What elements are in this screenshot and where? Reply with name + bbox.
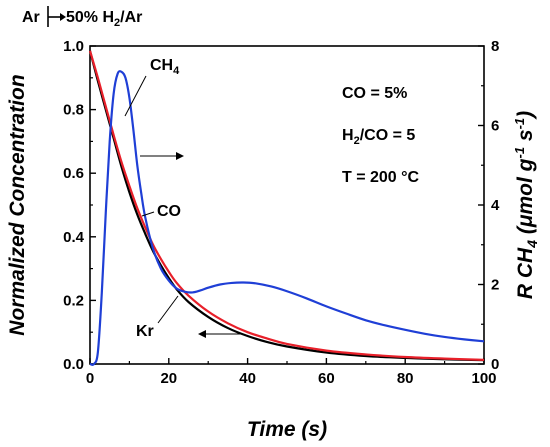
kr-leader-line: [157, 295, 179, 324]
x-tick-label: 0: [86, 370, 94, 387]
y-axis-right: 0 2 4 6 8: [478, 38, 500, 373]
x-tick-label: 80: [397, 370, 414, 387]
condition-co: CO = 5%: [342, 85, 407, 102]
y-right-tick-label: 2: [491, 277, 499, 294]
series-line-co: [88, 50, 485, 361]
condition-h2-co: H2/CO = 5: [342, 127, 415, 147]
x-tick-label: 60: [318, 370, 335, 387]
y-left-tick-label: 0.0: [63, 356, 84, 373]
switch-arrowhead: [60, 13, 66, 21]
y-left-tick-label: 0.4: [63, 229, 85, 246]
header-from: Ar: [22, 9, 40, 26]
y-right-tick-label: 6: [491, 118, 499, 135]
x-axis: 0 20 40 60 80 100: [86, 358, 497, 387]
y-axis-left: 0.0 0.2 0.4 0.6 0.8 1.0: [63, 38, 96, 373]
ch4-leader-line: [124, 75, 147, 117]
label-co: CO: [157, 203, 181, 220]
x-axis-title: Time (s): [247, 418, 327, 441]
label-ch4: CH4: [150, 57, 180, 77]
label-kr: Kr: [136, 323, 154, 340]
x-tick-label: 100: [471, 370, 496, 387]
y-left-tick-label: 0.8: [63, 102, 84, 119]
y-right-tick-label: 0: [491, 356, 499, 373]
x-tick-label: 40: [239, 370, 256, 387]
gas-switch-header: Ar 50% H2/Ar: [22, 6, 142, 29]
kr-axis-arrowhead: [198, 330, 206, 338]
y-left-axis-title: Normalized Concentration: [6, 74, 29, 335]
condition-temperature: T = 200 °C: [342, 169, 420, 186]
series-line-ch4: [89, 70, 485, 366]
co-leader-line: [141, 211, 155, 217]
y-left-tick-label: 0.6: [63, 165, 84, 182]
y-right-tick-label: 8: [491, 38, 499, 55]
ch4-axis-arrowhead: [176, 152, 184, 160]
series-annotations: CH4 CO Kr: [124, 57, 244, 340]
header-to: 50% H2/Ar: [66, 9, 142, 29]
series-line-kr: [88, 50, 485, 362]
plot-frame: [89, 45, 485, 365]
y-right-tick-label: 4: [491, 197, 500, 214]
y-right-axis-title: R CH4 (μmol g-1 s-1): [512, 111, 540, 299]
y-left-tick-label: 1.0: [63, 38, 84, 55]
series-layer: [88, 50, 485, 366]
y-left-tick-label: 0.2: [63, 292, 84, 309]
conditions: CO = 5% H2/CO = 5 T = 200 °C: [342, 85, 420, 186]
x-tick-label: 20: [160, 370, 177, 387]
